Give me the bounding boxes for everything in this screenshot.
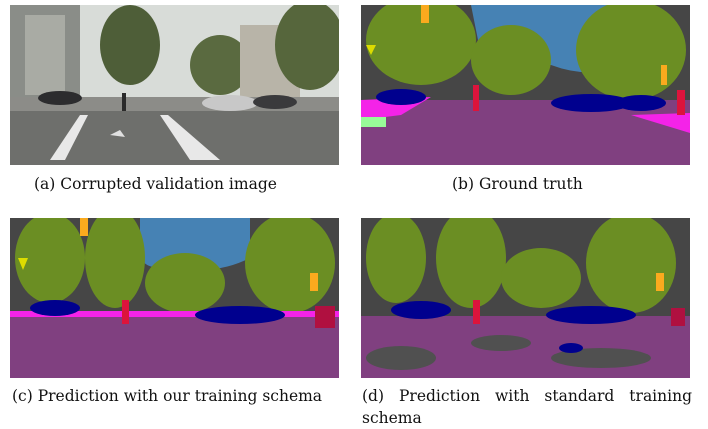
prediction-ours-image bbox=[10, 218, 339, 378]
caption-d: (d) Prediction with standard training sc… bbox=[362, 387, 692, 427]
corrupted-image bbox=[10, 5, 339, 165]
caption-b: (b) Ground truth bbox=[452, 175, 583, 193]
caption-c: (c) Prediction with our training schema bbox=[12, 387, 323, 405]
prediction-standard-image bbox=[361, 218, 690, 378]
ground-truth-image bbox=[361, 5, 690, 165]
caption-a: (a) Corrupted validation image bbox=[34, 175, 277, 193]
